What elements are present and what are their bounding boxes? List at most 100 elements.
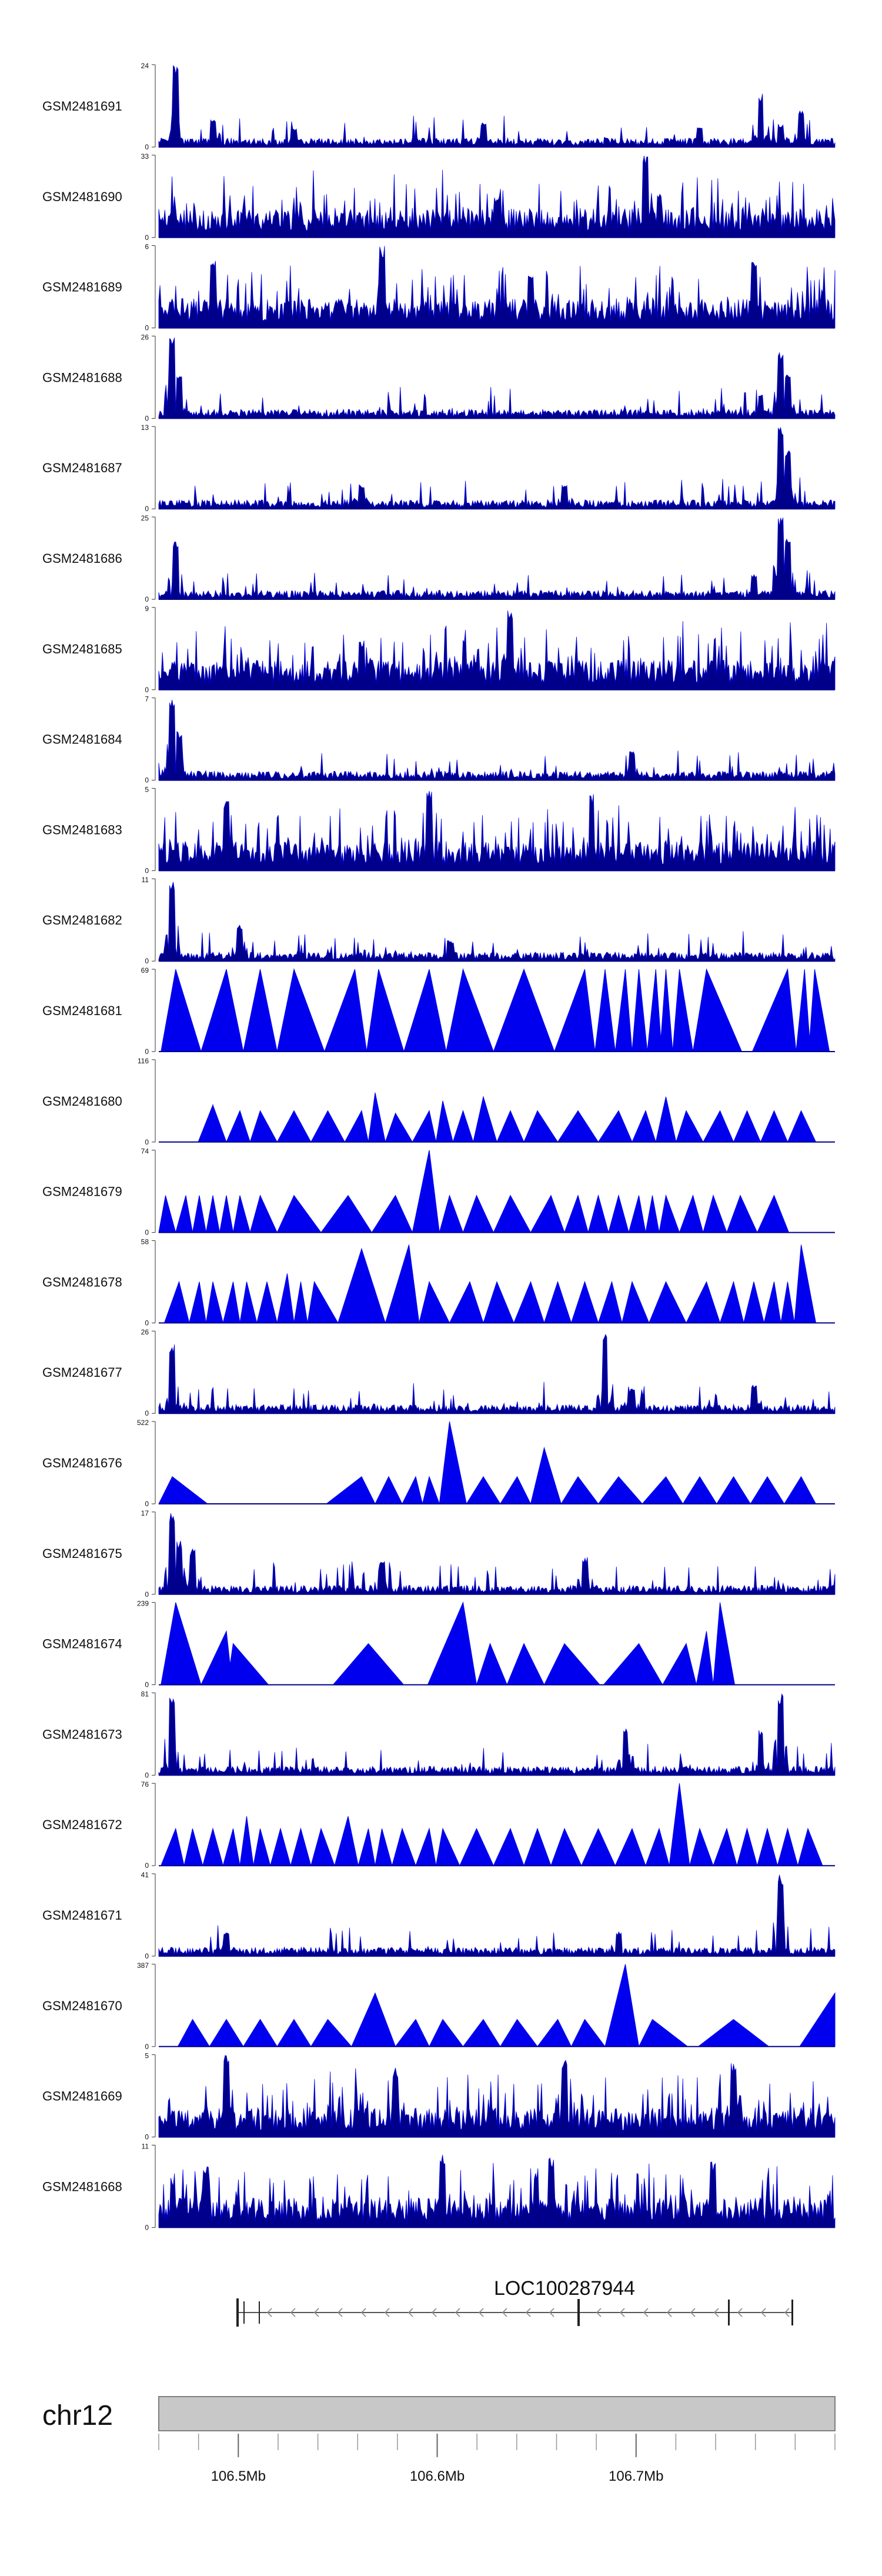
- signal-area: [158, 2055, 836, 2137]
- track-label: GSM2481671: [42, 1908, 122, 1923]
- signal-area: [158, 882, 836, 962]
- track-GSM2481677: GSM2481677 26 0: [42, 1328, 836, 1417]
- track-label: GSM2481680: [42, 1094, 122, 1109]
- y-max-label: 33: [141, 152, 149, 161]
- track-label: GSM2481675: [42, 1546, 122, 1561]
- y-min-label: 0: [145, 1047, 149, 1056]
- y-min-label: 0: [145, 2223, 149, 2231]
- track-label: GSM2481673: [42, 1727, 122, 1741]
- y-max-label: 74: [141, 1147, 149, 1156]
- gene-name-label: LOC100287944: [494, 2277, 635, 2300]
- track-GSM2481688: GSM2481688 26 0: [42, 333, 836, 422]
- strand-arrow: [784, 2308, 790, 2317]
- track-label: GSM2481676: [42, 1456, 122, 1470]
- strand-arrow: [478, 2308, 484, 2317]
- y-min-label: 0: [145, 1500, 149, 1508]
- y-min-label: 0: [145, 1409, 149, 1417]
- track-GSM2481691: GSM2481691 24 0: [42, 62, 836, 151]
- signal-area: [158, 1513, 836, 1595]
- signal-area: [161, 968, 830, 1052]
- track-GSM2481682: GSM2481682 11 0: [42, 876, 836, 965]
- y-min-label: 0: [145, 1861, 149, 1870]
- gene-exon: [728, 2300, 730, 2325]
- track-label: GSM2481688: [42, 370, 122, 385]
- gene-exon: [259, 2301, 260, 2324]
- y-max-label: 7: [145, 695, 149, 703]
- y-max-label: 9: [145, 605, 149, 613]
- track-GSM2481689: GSM2481689 6 0: [42, 243, 836, 332]
- y-min-label: 0: [145, 505, 149, 513]
- track-label: GSM2481687: [42, 461, 122, 475]
- y-max-label: 17: [141, 1509, 149, 1517]
- y-min-label: 0: [145, 143, 149, 151]
- y-min-label: 0: [145, 1319, 149, 1327]
- y-min-label: 0: [145, 1590, 149, 1599]
- track-GSM2481680: GSM2481680 116 0: [42, 1057, 835, 1146]
- y-max-label: 76: [141, 1780, 149, 1788]
- y-min-label: 0: [145, 776, 149, 785]
- track-label: GSM2481670: [42, 1998, 122, 2013]
- y-min-label: 0: [145, 686, 149, 694]
- y-min-label: 0: [145, 866, 149, 875]
- track-label: GSM2481679: [42, 1184, 122, 1199]
- track-label: GSM2481690: [42, 189, 122, 204]
- y-max-label: 116: [138, 1057, 149, 1065]
- y-max-label: 13: [141, 423, 149, 432]
- track-label: GSM2481685: [42, 642, 122, 656]
- strand-arrow: [619, 2308, 625, 2317]
- strand-arrow: [384, 2308, 390, 2317]
- track-label: GSM2481686: [42, 551, 122, 566]
- track-GSM2481685: GSM2481685 9 0: [42, 605, 836, 694]
- signal-area: [158, 1421, 817, 1504]
- signal-area: [158, 610, 836, 690]
- y-max-label: 239: [137, 1600, 149, 1608]
- strand-arrow: [313, 2308, 319, 2317]
- strand-arrow: [549, 2308, 554, 2317]
- y-max-label: 6: [145, 243, 149, 251]
- axis-tick-label: 106.7Mb: [609, 2468, 663, 2484]
- track-label: GSM2481677: [42, 1365, 122, 1380]
- y-max-label: 24: [141, 62, 149, 70]
- track-GSM2481690: GSM2481690 33 0: [42, 152, 836, 242]
- strand-arrow: [737, 2308, 743, 2317]
- track-GSM2481676: GSM2481676 522 0: [42, 1419, 835, 1508]
- track-label: GSM2481678: [42, 1274, 122, 1289]
- chromosome-band: [158, 2396, 836, 2431]
- track-GSM2481684: GSM2481684 7 0: [42, 695, 836, 785]
- signal-area: [158, 790, 836, 871]
- signal-area: [158, 337, 836, 419]
- track-GSM2481686: GSM2481686 25 0: [42, 514, 836, 603]
- y-min-label: 0: [145, 2133, 149, 2141]
- y-max-label: 25: [141, 514, 149, 522]
- signal-area: [158, 699, 836, 780]
- signal-area: [158, 1874, 836, 1957]
- y-min-label: 0: [145, 957, 149, 965]
- signal-area: [177, 1964, 836, 2047]
- y-max-label: 522: [137, 1419, 149, 1427]
- signal-area: [158, 1150, 790, 1233]
- signal-area: [158, 426, 836, 509]
- y-max-label: 5: [145, 785, 149, 793]
- signal-area: [161, 1783, 823, 1866]
- y-min-label: 0: [145, 324, 149, 332]
- y-min-label: 0: [145, 1681, 149, 1689]
- signal-area: [158, 2154, 836, 2228]
- strand-arrow: [760, 2308, 766, 2317]
- strand-arrow: [290, 2308, 296, 2317]
- track-GSM2481681: GSM2481681 69 0: [42, 966, 835, 1056]
- y-min-label: 0: [145, 595, 149, 603]
- track-GSM2481679: GSM2481679 74 0: [42, 1147, 835, 1237]
- y-max-label: 58: [141, 1237, 149, 1246]
- y-min-label: 0: [145, 1229, 149, 1237]
- signal-area: [198, 1092, 817, 1143]
- signal-area: [158, 1334, 836, 1414]
- genomic-axis: 106.5Mb 106.6Mb 106.7Mb: [158, 2434, 836, 2484]
- strand-arrow: [266, 2308, 272, 2317]
- track-label: GSM2481691: [42, 99, 122, 114]
- gene-exon: [791, 2300, 793, 2325]
- y-max-label: 26: [141, 333, 149, 341]
- track-label: GSM2481669: [42, 2089, 122, 2104]
- y-max-label: 11: [142, 876, 149, 884]
- strand-arrow: [525, 2308, 531, 2317]
- strand-arrow: [690, 2308, 696, 2317]
